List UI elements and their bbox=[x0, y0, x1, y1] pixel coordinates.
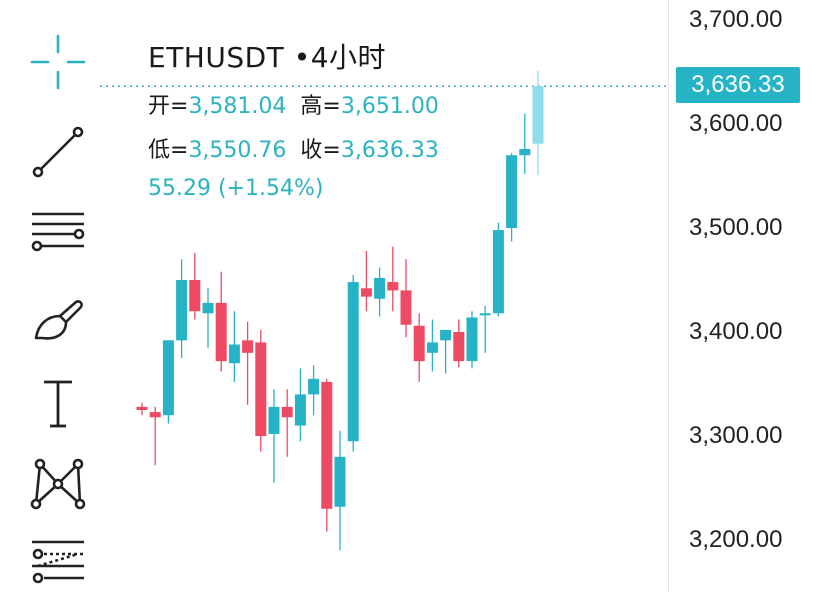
candle-body bbox=[308, 378, 320, 395]
change-value: 55.29 (+1.54%) bbox=[148, 176, 324, 201]
horizontal-lines-tool[interactable] bbox=[22, 206, 94, 266]
low-value: 3,550.76 bbox=[188, 138, 287, 163]
high-value: 3,651.00 bbox=[340, 94, 439, 119]
price-axis-tick: 3,400.00 bbox=[689, 318, 783, 345]
brush-icon bbox=[34, 300, 83, 340]
symbol-name: ETHUSDT bbox=[148, 41, 285, 74]
open-label: 开= bbox=[148, 94, 189, 119]
candle-body bbox=[492, 230, 504, 314]
candle-body bbox=[189, 280, 201, 312]
candle-body bbox=[360, 288, 372, 297]
price-axis-tick: 3,300.00 bbox=[689, 422, 783, 449]
pattern-icon bbox=[30, 458, 86, 510]
price-axis-tick: 3,500.00 bbox=[689, 214, 783, 241]
candle-body bbox=[281, 406, 293, 418]
candles bbox=[136, 70, 544, 551]
candle-body bbox=[255, 342, 267, 436]
close-label: 收= bbox=[300, 138, 341, 163]
price-axis-tick: 3,600.00 bbox=[689, 110, 783, 137]
candle-body bbox=[453, 332, 465, 362]
pattern-tool[interactable] bbox=[22, 454, 94, 514]
candle-body bbox=[334, 456, 346, 507]
last-price-tag: 3,636.33 bbox=[676, 67, 800, 103]
crosshair-icon bbox=[30, 34, 86, 90]
candle-body bbox=[176, 280, 188, 341]
candle-body bbox=[268, 406, 280, 434]
candle-body bbox=[321, 381, 333, 509]
horizontal-lines-icon bbox=[31, 212, 85, 252]
ohlc-row-low-close: 低=3,550.76 收=3,636.33 bbox=[148, 132, 439, 164]
trend-line-tool[interactable] bbox=[22, 122, 94, 182]
price-axis[interactable]: 3,700.00 3,600.00 3,500.00 3,400.00 3,30… bbox=[668, 0, 829, 592]
candle-body bbox=[149, 412, 161, 418]
text-icon bbox=[44, 380, 72, 428]
brush-tool[interactable] bbox=[22, 290, 94, 350]
candle-body bbox=[413, 325, 425, 362]
candle-body bbox=[400, 290, 412, 325]
fib-tools-tool[interactable] bbox=[22, 534, 94, 594]
candle-body bbox=[202, 302, 214, 314]
candle-body bbox=[215, 302, 227, 362]
price-axis-tick: 3,700.00 bbox=[689, 6, 783, 33]
low-label: 低= bbox=[148, 138, 189, 163]
candle-body bbox=[136, 406, 148, 410]
candle-body bbox=[228, 344, 240, 364]
candle-body bbox=[506, 155, 518, 228]
drawing-toolbar bbox=[0, 0, 120, 592]
close-value: 3,636.33 bbox=[340, 138, 439, 163]
candle-body bbox=[242, 340, 254, 353]
candle-body bbox=[294, 394, 306, 426]
crosshair-tool[interactable] bbox=[22, 32, 94, 92]
candle-body bbox=[479, 313, 491, 316]
candle-body bbox=[440, 329, 452, 341]
candle-body bbox=[347, 282, 359, 442]
price-axis-tick: 3,200.00 bbox=[689, 526, 783, 553]
text-tool[interactable] bbox=[22, 374, 94, 434]
candle-body bbox=[426, 342, 438, 353]
candle-body bbox=[532, 86, 544, 144]
trend-line-icon bbox=[32, 126, 84, 178]
candle-body bbox=[162, 340, 174, 416]
fib-tools-icon bbox=[32, 540, 84, 584]
ohlc-row-open-high: 开=3,581.04 高=3,651.00 bbox=[148, 88, 439, 120]
candle-body bbox=[466, 317, 478, 362]
candle-body bbox=[519, 148, 531, 156]
candle-body bbox=[387, 282, 399, 291]
symbol-title[interactable]: ETHUSDT •4小时 bbox=[148, 36, 439, 76]
candle-body bbox=[374, 277, 386, 299]
chart-legend: ETHUSDT •4小时 开=3,581.04 高=3,651.00 低=3,55… bbox=[148, 36, 439, 201]
open-value: 3,581.04 bbox=[188, 94, 287, 119]
high-label: 高= bbox=[300, 94, 341, 119]
interval-label: •4小时 bbox=[293, 41, 387, 74]
